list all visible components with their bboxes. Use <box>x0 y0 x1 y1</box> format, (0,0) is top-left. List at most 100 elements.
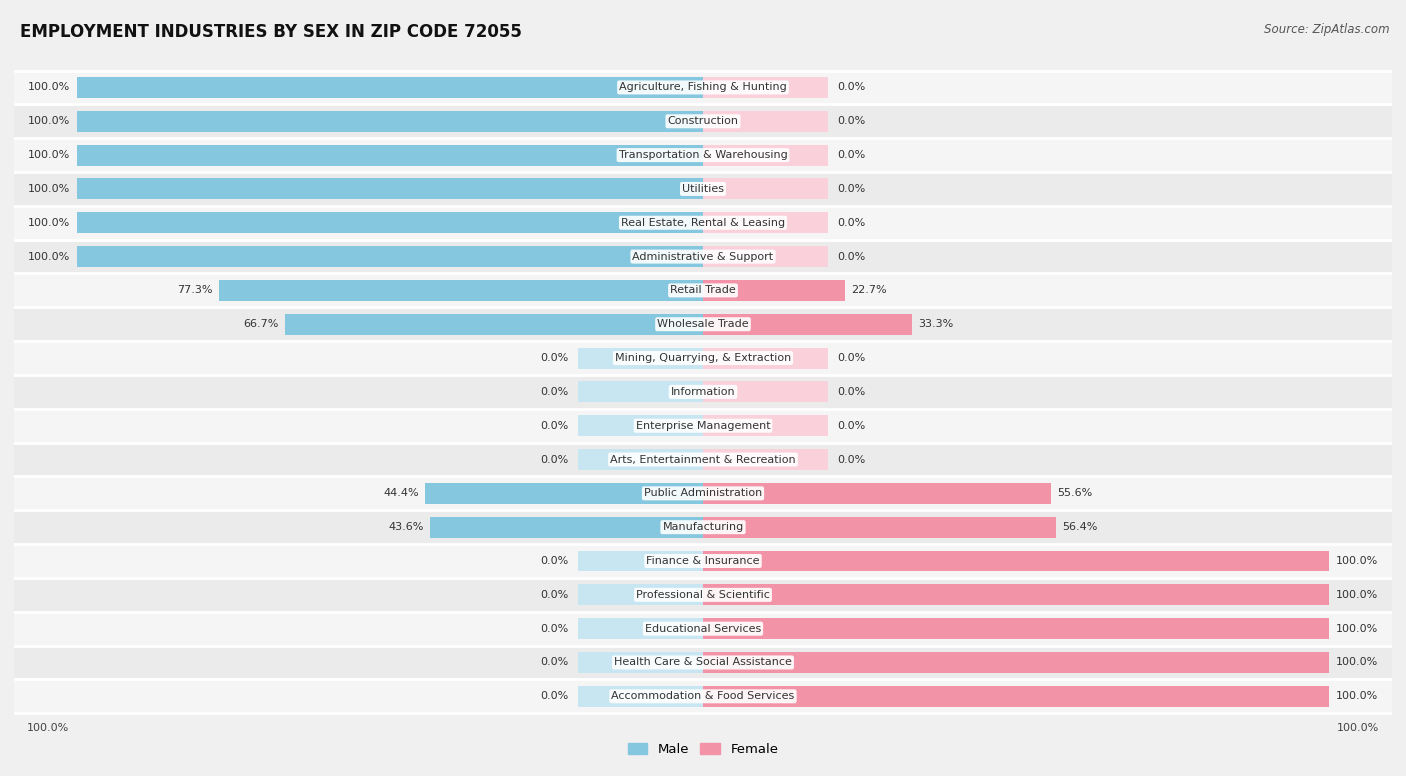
Bar <box>703 584 1329 605</box>
Bar <box>77 213 703 234</box>
Bar <box>14 138 1392 172</box>
Text: 56.4%: 56.4% <box>1063 522 1098 532</box>
Text: 0.0%: 0.0% <box>540 353 568 363</box>
Text: 0.0%: 0.0% <box>838 150 866 160</box>
Bar <box>77 213 703 234</box>
Bar <box>14 442 1392 476</box>
Text: Enterprise Management: Enterprise Management <box>636 421 770 431</box>
Text: 0.0%: 0.0% <box>838 218 866 227</box>
Bar <box>703 652 1329 673</box>
Text: Transportation & Warehousing: Transportation & Warehousing <box>619 150 787 160</box>
Bar <box>14 544 1392 578</box>
Bar <box>14 511 1392 544</box>
Text: 100.0%: 100.0% <box>1336 590 1378 600</box>
Text: Source: ZipAtlas.com: Source: ZipAtlas.com <box>1264 23 1389 36</box>
Text: 100.0%: 100.0% <box>1336 657 1378 667</box>
Bar <box>703 111 828 132</box>
Bar <box>703 618 1329 639</box>
Text: Public Administration: Public Administration <box>644 488 762 498</box>
Bar <box>703 483 1052 504</box>
Text: 0.0%: 0.0% <box>838 116 866 126</box>
Bar <box>14 578 1392 611</box>
Text: 66.7%: 66.7% <box>243 319 278 329</box>
Bar <box>578 381 703 403</box>
Text: Arts, Entertainment & Recreation: Arts, Entertainment & Recreation <box>610 455 796 465</box>
Text: 0.0%: 0.0% <box>838 184 866 194</box>
Text: 0.0%: 0.0% <box>540 387 568 397</box>
Bar <box>430 517 703 538</box>
Bar <box>703 213 828 234</box>
Bar <box>77 246 703 267</box>
Bar <box>425 483 703 504</box>
Bar <box>14 307 1392 341</box>
Text: 55.6%: 55.6% <box>1057 488 1092 498</box>
Bar <box>77 178 703 199</box>
Text: 0.0%: 0.0% <box>540 556 568 566</box>
Bar <box>14 206 1392 240</box>
Bar <box>14 341 1392 375</box>
Text: 0.0%: 0.0% <box>838 387 866 397</box>
Bar <box>14 680 1392 713</box>
Bar <box>703 550 1329 571</box>
Text: Retail Trade: Retail Trade <box>671 286 735 296</box>
Bar <box>703 348 828 369</box>
Text: 0.0%: 0.0% <box>540 455 568 465</box>
Bar <box>703 246 828 267</box>
Bar <box>77 178 703 199</box>
Bar <box>77 77 703 98</box>
Text: 0.0%: 0.0% <box>540 590 568 600</box>
Bar <box>578 652 703 673</box>
Bar <box>703 314 911 334</box>
Text: 100.0%: 100.0% <box>28 82 70 92</box>
Text: EMPLOYMENT INDUSTRIES BY SEX IN ZIP CODE 72055: EMPLOYMENT INDUSTRIES BY SEX IN ZIP CODE… <box>20 23 522 41</box>
Text: Utilities: Utilities <box>682 184 724 194</box>
Text: 33.3%: 33.3% <box>918 319 953 329</box>
Text: 100.0%: 100.0% <box>27 722 69 733</box>
Bar <box>14 646 1392 680</box>
Text: Educational Services: Educational Services <box>645 624 761 634</box>
Text: 0.0%: 0.0% <box>838 353 866 363</box>
Text: 0.0%: 0.0% <box>838 455 866 465</box>
Text: 100.0%: 100.0% <box>1336 556 1378 566</box>
Bar <box>578 449 703 470</box>
Text: 44.4%: 44.4% <box>382 488 419 498</box>
Text: 100.0%: 100.0% <box>28 184 70 194</box>
Bar <box>703 415 828 436</box>
Bar <box>285 314 703 334</box>
Bar <box>77 246 703 267</box>
Bar <box>703 517 1056 538</box>
Bar <box>578 618 703 639</box>
Bar <box>703 178 828 199</box>
Bar <box>703 618 1329 639</box>
Text: Real Estate, Rental & Leasing: Real Estate, Rental & Leasing <box>621 218 785 227</box>
Bar <box>219 280 703 301</box>
Text: 43.6%: 43.6% <box>388 522 423 532</box>
Text: 100.0%: 100.0% <box>1336 624 1378 634</box>
Bar <box>703 652 1329 673</box>
Text: 100.0%: 100.0% <box>28 150 70 160</box>
Bar <box>77 144 703 165</box>
Bar <box>578 550 703 571</box>
Bar <box>703 280 845 301</box>
Text: 0.0%: 0.0% <box>540 657 568 667</box>
Text: Manufacturing: Manufacturing <box>662 522 744 532</box>
Text: 100.0%: 100.0% <box>28 116 70 126</box>
Bar <box>425 483 703 504</box>
Text: Finance & Insurance: Finance & Insurance <box>647 556 759 566</box>
Bar <box>703 77 828 98</box>
Bar <box>703 686 1329 707</box>
Text: 0.0%: 0.0% <box>838 421 866 431</box>
Bar <box>285 314 703 334</box>
Bar <box>703 686 1329 707</box>
Text: 0.0%: 0.0% <box>540 421 568 431</box>
Bar <box>578 686 703 707</box>
Text: 22.7%: 22.7% <box>852 286 887 296</box>
Bar <box>77 144 703 165</box>
Text: Administrative & Support: Administrative & Support <box>633 251 773 262</box>
Bar <box>219 280 703 301</box>
Bar <box>578 348 703 369</box>
Text: Information: Information <box>671 387 735 397</box>
Text: 0.0%: 0.0% <box>838 82 866 92</box>
Text: Construction: Construction <box>668 116 738 126</box>
Bar <box>14 611 1392 646</box>
